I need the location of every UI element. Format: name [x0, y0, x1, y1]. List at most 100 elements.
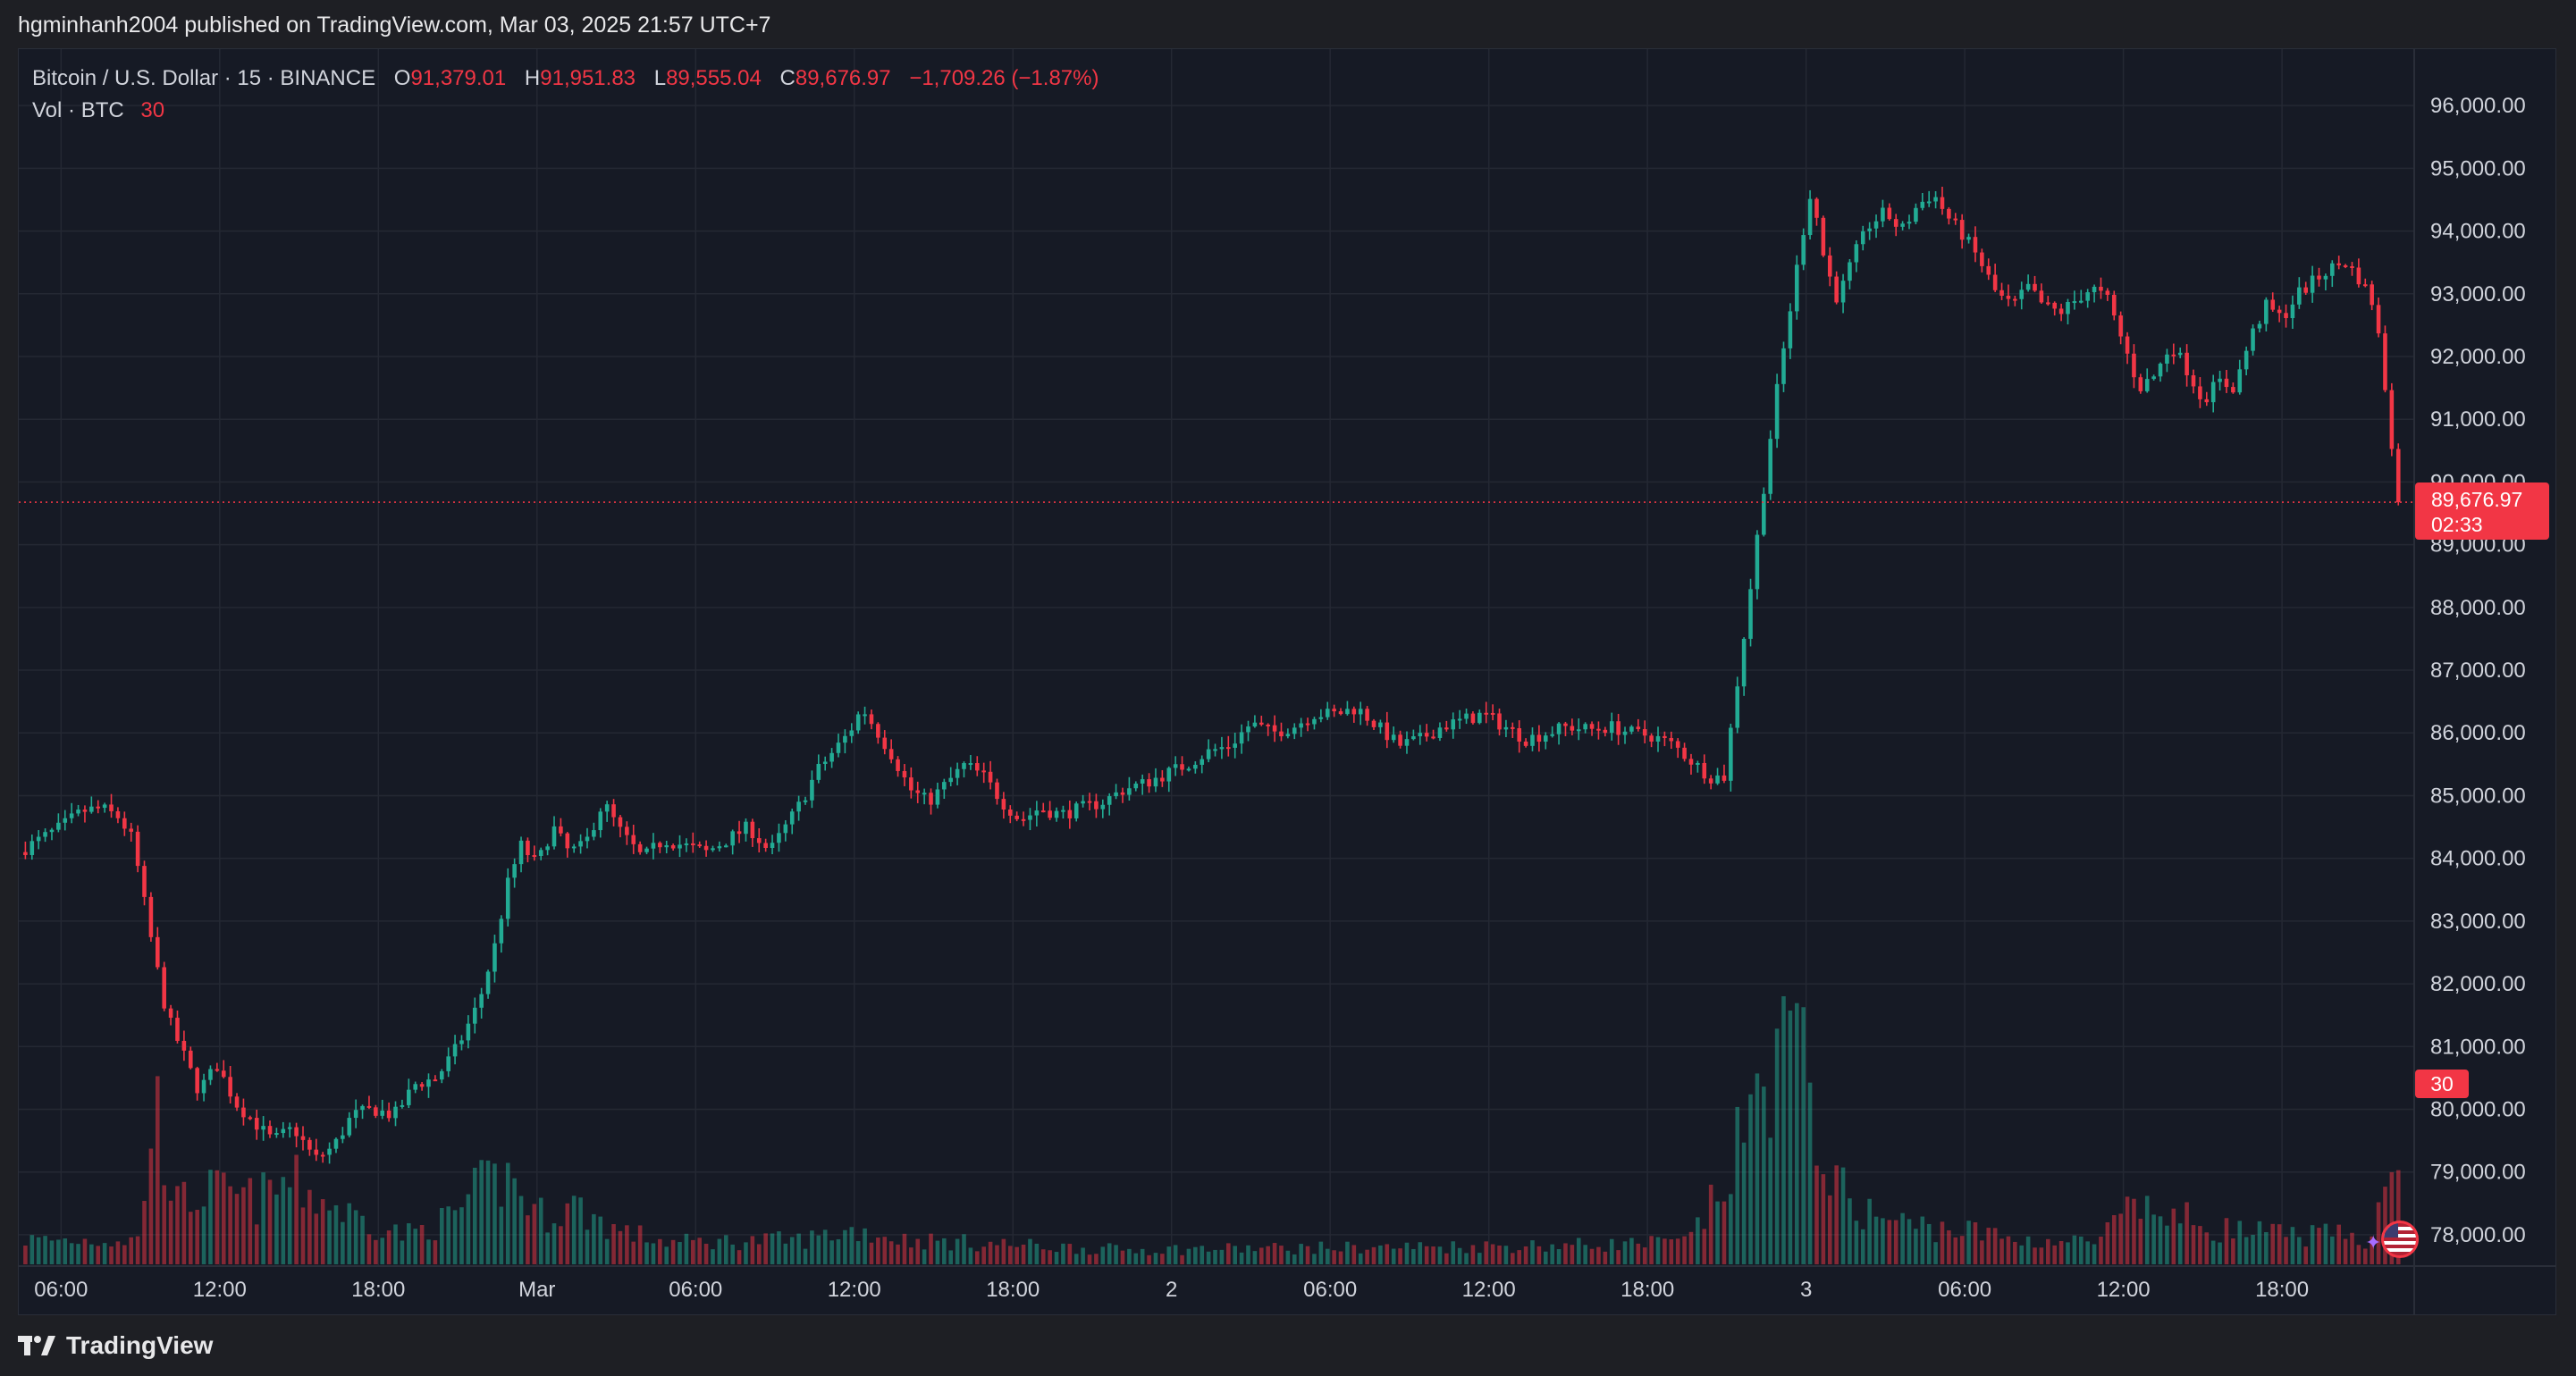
candle-body [148, 896, 154, 937]
volume-bar [703, 1243, 709, 1264]
volume-bar [195, 1209, 199, 1264]
candle-body [1616, 721, 1621, 735]
volume-bar [215, 1170, 220, 1264]
candle-body [2270, 299, 2276, 310]
candle-body [611, 804, 616, 818]
candle-body [1642, 729, 1647, 736]
volume-bar [1959, 1236, 1965, 1264]
volume-bar [2138, 1218, 2143, 1264]
candle-body [1351, 709, 1357, 715]
volume-bar [1616, 1250, 1621, 1264]
volume-bar [2336, 1224, 2341, 1264]
candle-body [1497, 713, 1502, 730]
volume-bar [1206, 1251, 1211, 1264]
candle-body [836, 743, 841, 753]
volume-bar [1973, 1221, 1978, 1264]
volume-bar [1147, 1254, 1151, 1264]
volume-bar [678, 1242, 682, 1264]
candle-body [499, 919, 504, 944]
volume-bar [148, 1148, 154, 1264]
legend-ohlc-row: Bitcoin / U.S. Dollar · 15 · BINANCE O91… [32, 63, 1099, 95]
volume-bar [1484, 1241, 1489, 1264]
volume-bar [1881, 1218, 1885, 1264]
candle-body [82, 810, 88, 812]
volume-bar [816, 1235, 821, 1264]
tradingview-logo[interactable]: TradingView [18, 1330, 213, 1362]
volume-bar [955, 1238, 960, 1264]
volume-bar [1986, 1228, 1991, 1264]
candle-body [360, 1105, 365, 1111]
volume-bar [1252, 1251, 1258, 1264]
volume-bar [1702, 1229, 1707, 1264]
us-flag-icon[interactable] [2381, 1221, 2419, 1258]
candle-body [102, 804, 107, 809]
candle-body [1418, 733, 1423, 737]
volume-bar [1663, 1238, 1667, 1264]
candle-body [1180, 764, 1184, 770]
volume-bar [1596, 1246, 1601, 1264]
x-axis-tick-label: 2 [1166, 1278, 1177, 1302]
candle-body [89, 806, 94, 812]
candle-body [221, 1070, 226, 1078]
volume-bar [248, 1178, 253, 1264]
sparkle-icon[interactable]: ✦ [2365, 1231, 2382, 1254]
volume-bar [287, 1187, 292, 1264]
volume-bar [1543, 1251, 1548, 1264]
candle-body [962, 763, 966, 769]
volume-bar [2284, 1237, 2288, 1264]
volume-bar [796, 1233, 801, 1264]
candle-body [598, 811, 603, 831]
candle-body [135, 831, 140, 867]
volume-bar [221, 1172, 226, 1264]
candle-body [2224, 378, 2229, 388]
volume-bar [228, 1186, 232, 1264]
candle-body [1233, 743, 1237, 748]
candle-body [1398, 734, 1402, 746]
volume-bar [843, 1229, 847, 1264]
volume-bar [968, 1247, 973, 1264]
candle-body [585, 836, 590, 842]
volume-bar [479, 1160, 484, 1264]
candle-body [2218, 378, 2222, 382]
volume-bar [1272, 1243, 1277, 1264]
volume-bar [526, 1215, 530, 1264]
volume-bar [353, 1210, 358, 1264]
candle-body [1596, 728, 1601, 731]
volume-bar [115, 1241, 121, 1264]
volume-bar [723, 1235, 728, 1264]
candle-body [2376, 305, 2381, 334]
y-axis-tick-label: 84,000.00 [2430, 847, 2526, 871]
candle-body [1992, 274, 1998, 290]
candle-body [1061, 810, 1065, 812]
volume-bar [1682, 1236, 1687, 1264]
volume-bar [2013, 1241, 2017, 1264]
legend-volume-row: Vol · BTC 30 [32, 95, 1099, 127]
volume-label[interactable]: Vol · BTC [32, 98, 124, 122]
candlestick-chart[interactable]: 78,000.00 79,000.00 80,000.00 81,000.00 82,0… [19, 49, 2555, 1314]
volume-bar [2257, 1221, 2262, 1264]
candle-body [1318, 717, 1324, 719]
chart-pane[interactable]: 78,000.00 79,000.00 80,000.00 81,000.00 82,0… [18, 48, 2556, 1315]
candle-body [2052, 302, 2057, 309]
candle-body [518, 840, 524, 865]
volume-bar [201, 1206, 206, 1264]
volume-bar [327, 1210, 332, 1264]
candle-body [2058, 308, 2064, 315]
volume-bar [294, 1154, 299, 1264]
candle-body [1292, 727, 1297, 734]
symbol-label[interactable]: Bitcoin / U.S. Dollar · 15 · BINANCE [32, 66, 376, 90]
candle-body [2204, 399, 2210, 403]
volume-bar [1378, 1245, 1383, 1264]
y-axis-tick-label: 94,000.00 [2430, 220, 2526, 244]
low-label: L [653, 66, 667, 90]
y-axis-tick-label: 81,000.00 [2430, 1035, 2526, 1059]
volume-bar [366, 1234, 372, 1264]
volume-bar [2144, 1196, 2150, 1264]
volume-bar [1795, 1003, 1799, 1264]
candle-body [526, 840, 530, 856]
volume-bar [261, 1172, 265, 1264]
volume-bar [36, 1237, 41, 1264]
volume-bar [175, 1186, 180, 1264]
candle-body [2039, 290, 2044, 303]
candle-body [1795, 264, 1799, 312]
